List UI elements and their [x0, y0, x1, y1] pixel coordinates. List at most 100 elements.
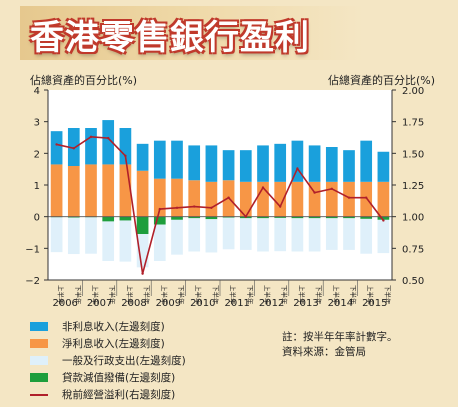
legend-swatch-non-interest	[30, 322, 48, 331]
left-tick-label: 3	[34, 118, 40, 129]
category-label: 上半年	[91, 285, 100, 305]
line-point	[347, 196, 351, 199]
line-point	[261, 186, 265, 189]
bar-non-interest	[222, 150, 235, 181]
bar-provisions	[119, 216, 132, 221]
category-label: 下半年	[315, 285, 324, 305]
bar-net-interest	[119, 164, 132, 217]
year-label: 2015	[362, 298, 387, 309]
year-label: 2014	[328, 298, 353, 309]
legend-swatch-provisions	[30, 373, 48, 382]
bar-opex	[171, 219, 183, 255]
legend-item-opex: 一般及行政支出(左邊刻度)	[30, 352, 186, 369]
bar-provisions	[136, 216, 149, 235]
category-label: 上半年	[194, 285, 203, 305]
bar-non-interest	[239, 150, 252, 182]
chart-plot: −2 −1 0 1 2 3 4 0.50 0.75 1.00 1.25 1.50 1.75 2.00 上半年…	[25, 86, 424, 309]
legend-item-provisions: 貸款減值撥備(左邊刻度)	[30, 369, 186, 386]
bar-non-interest	[325, 147, 338, 182]
category-label: 下半年	[349, 285, 358, 305]
bar-non-interest	[205, 145, 218, 182]
right-tick-label: 1.00	[402, 213, 424, 224]
category-label: 上半年	[297, 285, 306, 305]
bar-non-interest	[136, 143, 149, 171]
legend-item-profit: 稅前經營溢利(右邊刻度)	[30, 386, 186, 403]
legend-label-net-interest: 淨利息收入(左邊刻度)	[62, 338, 165, 350]
bar-net-interest	[67, 166, 80, 217]
legend-label-non-interest: 非利息收入(左邊刻度)	[62, 321, 165, 333]
bar-non-interest	[119, 128, 132, 165]
line-point	[210, 206, 213, 209]
legend-swatch-opex	[30, 356, 48, 365]
title-banner	[20, 6, 450, 60]
bar-non-interest	[377, 151, 390, 182]
bar-net-interest	[291, 181, 304, 217]
bar-opex	[291, 218, 304, 252]
category-label: 下半年	[211, 285, 220, 305]
line-pretax-profit	[56, 136, 385, 274]
category-label: 下半年	[143, 285, 152, 305]
bar-opex	[67, 217, 80, 255]
category-label: 下半年	[246, 285, 255, 305]
year-label: 2011	[224, 298, 249, 309]
left-tick-label: −2	[25, 276, 40, 287]
bar-opex	[102, 221, 115, 261]
category-label: 下半年	[108, 285, 117, 305]
left-tick-label: 1	[34, 181, 40, 192]
bar-opex	[343, 218, 355, 250]
line-point	[193, 205, 196, 208]
year-label: 2010	[190, 298, 215, 309]
bar-provisions	[291, 216, 304, 219]
year-label: 2006	[52, 298, 77, 309]
category-label: 上半年	[229, 285, 238, 305]
bar-opex	[205, 219, 218, 253]
bar-provisions	[308, 216, 321, 219]
bar-provisions	[67, 216, 80, 218]
category-label: 上半年	[366, 285, 375, 305]
line-point	[107, 136, 110, 140]
bar-provisions	[274, 216, 287, 218]
right-tick-label: 0.50	[402, 276, 424, 287]
bar-provisions	[205, 216, 218, 220]
bar-net-interest	[136, 170, 149, 217]
bar-net-interest	[153, 178, 166, 217]
bar-net-interest	[50, 164, 63, 217]
bar-net-interest	[308, 181, 321, 217]
bar-provisions	[102, 216, 115, 222]
category-label: 上半年	[57, 285, 66, 305]
line-point	[175, 206, 179, 209]
bar-net-interest	[377, 181, 390, 217]
bar-provisions	[257, 216, 269, 219]
bar-provisions	[360, 216, 373, 219]
bar-net-interest	[274, 181, 287, 217]
year-label: 2008	[121, 298, 146, 309]
year-label: 2007	[87, 298, 112, 309]
bar-opex	[50, 217, 63, 253]
bar-provisions	[153, 216, 166, 225]
bar-non-interest	[291, 140, 304, 182]
category-label: 下半年	[177, 285, 186, 305]
bar-opex	[222, 217, 235, 250]
bar-non-interest	[50, 131, 63, 165]
line-point	[330, 187, 333, 190]
bar-opex	[325, 218, 338, 250]
bar-provisions	[222, 216, 235, 218]
line-point	[72, 147, 76, 150]
bar-net-interest	[239, 181, 252, 217]
year-label: 2013	[293, 298, 318, 309]
bar-opex	[188, 218, 201, 252]
legend-swatch-net-interest	[30, 339, 48, 348]
right-tick-label: 2.00	[402, 86, 424, 97]
bar-net-interest	[102, 164, 115, 217]
bar-opex	[85, 217, 97, 254]
category-label: 下半年	[383, 285, 392, 305]
bar-opex	[153, 224, 166, 261]
legend-item-net-interest: 淨利息收入(左邊刻度)	[30, 335, 186, 352]
line-point	[244, 215, 247, 218]
line-point	[124, 154, 127, 158]
bar-provisions	[377, 216, 390, 220]
left-tick-label: 0	[34, 213, 40, 224]
legend: 非利息收入(左邊刻度) 淨利息收入(左邊刻度) 一般及行政支出(左邊刻度) 貸款…	[30, 318, 186, 403]
legend-item-non-interest: 非利息收入(左邊刻度)	[30, 318, 186, 335]
chart-title: 香港零售銀行盈利	[30, 18, 310, 58]
